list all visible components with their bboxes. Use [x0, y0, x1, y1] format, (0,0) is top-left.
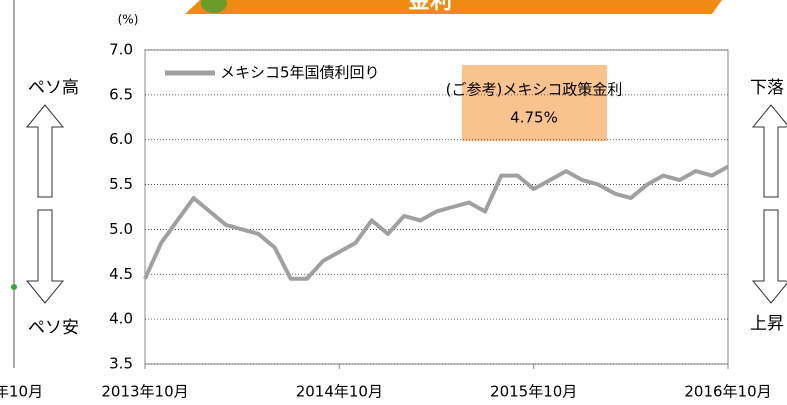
y-tick-label: 7.0: [109, 41, 133, 59]
chart-title: 金利: [407, 0, 452, 14]
y-tick-label: 5.5: [109, 175, 133, 193]
title-banner: [185, 0, 722, 14]
annotation: 4.75%: [510, 109, 558, 127]
y-tick-label: 6.0: [109, 130, 133, 148]
x-tick-label: 2013年10月: [101, 383, 188, 401]
x-tick-label: 年10月: [0, 383, 43, 401]
side-label: 下落: [750, 78, 784, 98]
side-label: ペソ高: [28, 78, 79, 98]
chart: 金利 (%) (ご参考)メキシコ政策金利 4.75% ペソ高 ペソ安 下落 上昇…: [0, 0, 787, 405]
side-label: 上昇: [750, 314, 784, 334]
arrow-down: [753, 210, 787, 303]
x-tick-label: 2015年10月: [490, 383, 577, 401]
x-tick-label: 2014年10月: [296, 383, 383, 401]
dot: [11, 284, 17, 290]
legend-label: メキシコ5年国債利回り: [220, 64, 380, 82]
arrow-up: [753, 105, 787, 197]
y-tick-label: 4.5: [109, 265, 133, 283]
y-tick-label: 4.0: [109, 310, 133, 328]
plot-area: [145, 50, 728, 364]
y-unit: (%): [118, 13, 139, 27]
y-tick-label: 6.5: [109, 85, 133, 103]
arrow-up: [27, 105, 63, 197]
side-label: ペソ安: [28, 318, 79, 338]
arrow-down: [27, 210, 63, 303]
annotation: (ご参考)メキシコ政策金利: [446, 81, 623, 99]
y-tick-label: 3.5: [109, 355, 133, 373]
x-tick-label: 2016年10月: [684, 383, 771, 401]
data-line: [145, 167, 728, 279]
annotation-box: [462, 65, 607, 141]
y-tick-label: 5.0: [109, 220, 133, 238]
